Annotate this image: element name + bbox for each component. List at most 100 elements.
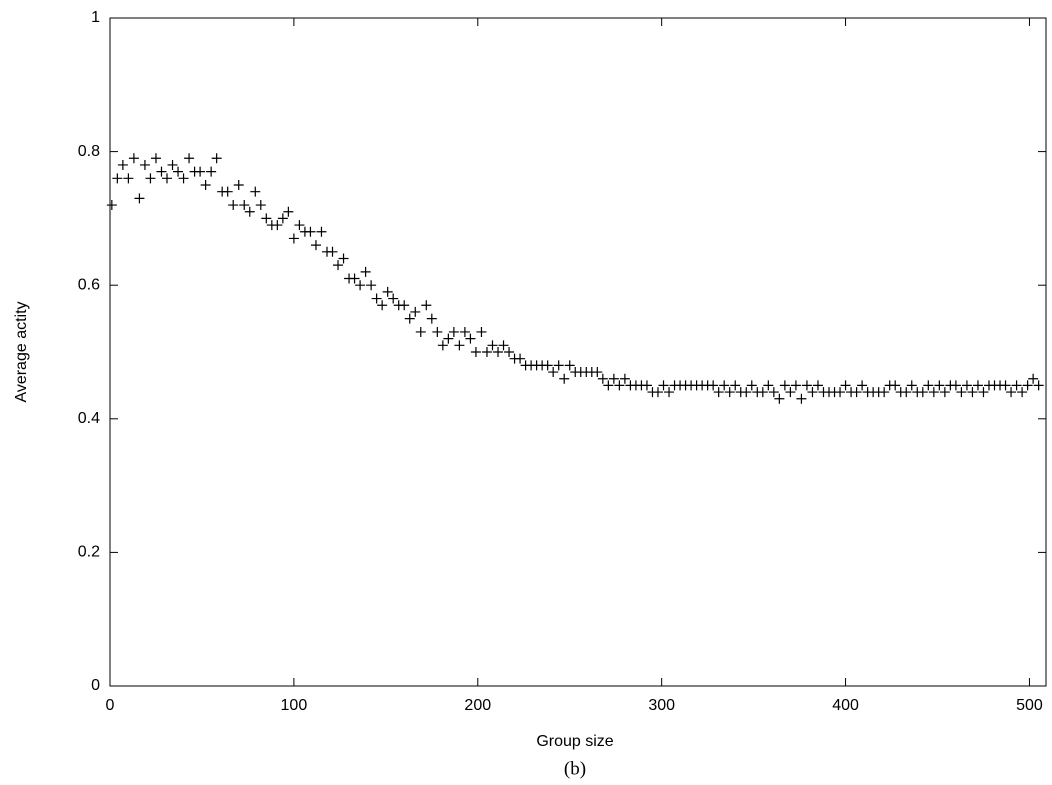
point <box>592 367 603 378</box>
point <box>244 206 255 217</box>
point <box>233 180 244 190</box>
caption: (b) <box>564 758 586 779</box>
point <box>564 360 575 371</box>
point <box>399 300 410 311</box>
point <box>713 387 724 398</box>
point <box>377 300 388 311</box>
point <box>779 380 790 391</box>
point <box>652 387 663 398</box>
point <box>437 340 448 351</box>
x-tick-label: 500 <box>1016 697 1043 714</box>
point <box>388 293 399 304</box>
point <box>360 266 371 277</box>
point <box>454 340 465 351</box>
point <box>840 380 851 391</box>
x-tick-label: 100 <box>281 697 308 714</box>
point <box>956 387 967 398</box>
point <box>1006 387 1017 398</box>
x-tick-label: 200 <box>464 697 491 714</box>
point <box>261 213 272 224</box>
point <box>901 387 912 398</box>
point <box>195 166 206 177</box>
point <box>167 159 178 170</box>
point <box>504 347 515 357</box>
point <box>608 373 619 384</box>
point <box>559 373 570 384</box>
point <box>1017 387 1028 398</box>
point <box>906 380 917 391</box>
point <box>603 380 614 391</box>
point <box>366 280 377 291</box>
point <box>173 166 184 177</box>
point <box>316 226 327 237</box>
point <box>614 380 625 391</box>
point <box>967 387 978 398</box>
point <box>255 200 266 211</box>
x-tick-label: 0 <box>106 697 115 714</box>
point <box>112 173 123 184</box>
point <box>619 373 630 384</box>
point <box>972 380 983 391</box>
point <box>785 387 796 398</box>
point <box>917 387 928 398</box>
point <box>857 380 868 391</box>
point <box>978 387 989 398</box>
point <box>796 393 807 404</box>
point <box>542 360 553 371</box>
point <box>222 186 233 197</box>
point <box>145 173 156 184</box>
point <box>443 333 454 344</box>
point <box>1033 380 1044 391</box>
point <box>288 233 299 244</box>
y-tick-label: 0.4 <box>78 410 100 427</box>
y-tick-label: 0.6 <box>78 276 100 293</box>
point <box>641 380 652 391</box>
point <box>746 380 757 391</box>
point <box>553 360 564 371</box>
y-tick-label: 0 <box>91 677 100 694</box>
point <box>134 193 145 204</box>
point <box>162 173 173 184</box>
x-tick-label: 300 <box>648 697 675 714</box>
point <box>719 380 730 391</box>
point <box>432 326 443 337</box>
point <box>426 313 437 324</box>
point <box>106 200 117 211</box>
point <box>708 380 719 391</box>
x-tick-label: 400 <box>832 697 859 714</box>
point <box>768 387 779 398</box>
point <box>934 380 945 391</box>
point <box>790 380 801 391</box>
point <box>835 387 846 398</box>
point <box>459 326 470 337</box>
point <box>470 347 481 357</box>
point <box>349 273 360 284</box>
point <box>123 173 134 184</box>
point <box>741 387 752 398</box>
point <box>807 387 818 398</box>
point <box>730 380 741 391</box>
point <box>658 380 669 391</box>
point <box>272 220 283 231</box>
point <box>150 153 161 164</box>
point <box>250 186 261 197</box>
y-tick-label: 1 <box>91 9 100 26</box>
point <box>757 387 768 398</box>
point <box>481 347 492 357</box>
point <box>928 387 939 398</box>
point <box>476 326 487 337</box>
y-tick-label: 0.2 <box>78 544 100 561</box>
point <box>382 286 393 297</box>
point <box>178 173 189 184</box>
point <box>498 340 509 351</box>
point <box>228 200 239 211</box>
point <box>801 380 812 391</box>
point <box>283 206 294 217</box>
point <box>1022 380 1033 391</box>
point <box>950 380 961 391</box>
point <box>1000 380 1011 391</box>
point <box>923 380 934 391</box>
point <box>421 300 432 311</box>
point <box>890 380 901 391</box>
